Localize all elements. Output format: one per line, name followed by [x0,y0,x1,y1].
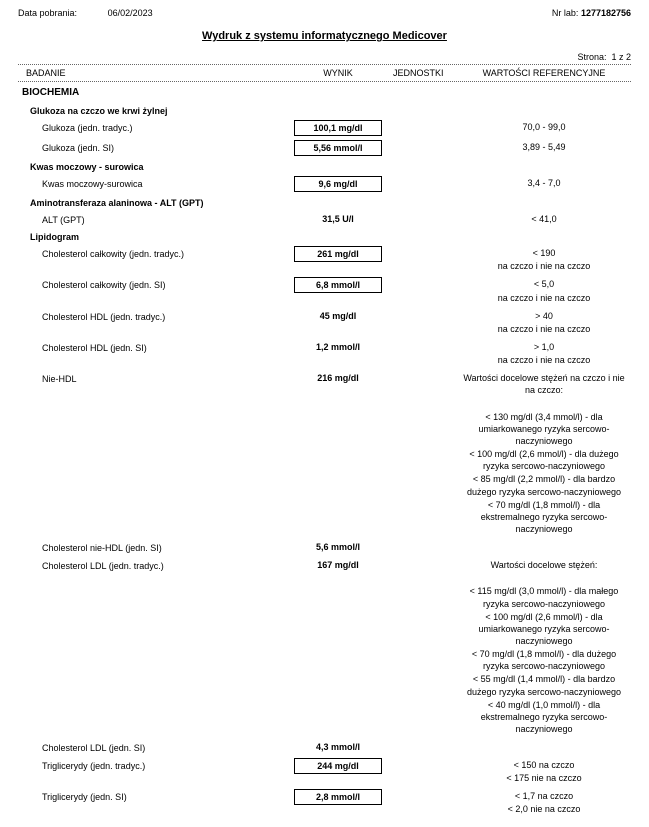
reference-range: 3,4 - 7,0 [463,176,631,190]
test-name: Cholesterol HDL (jedn. SI) [18,340,283,353]
test-name: Cholesterol LDL (jedn. SI) [18,740,283,753]
col-unit: JEDNOSTKI [393,68,463,78]
result-value: 167 mg/dl [294,558,382,572]
reference-range: > 1,0na czczo i nie na czczo [463,340,631,367]
test-result: 216 mg/dl [283,371,393,385]
test-result: 4,3 mmol/l [283,740,393,754]
reference-range: 3,89 - 5,49 [463,140,631,154]
result-value: 45 mg/dl [294,309,382,323]
test-name: Cholesterol całkowity (jedn. tradyc.) [18,246,283,259]
test-result: 5,56 mmol/l [283,140,393,156]
result-value: 216 mg/dl [294,371,382,385]
result-value: 4,3 mmol/l [294,740,382,754]
test-result: 261 mg/dl [283,246,393,262]
result-value: 5,56 mmol/l [294,140,382,156]
test-name: Triglicerydy (jedn. SI) [18,789,283,802]
test-name: Cholesterol nie-HDL (jedn. SI) [18,540,283,553]
group-title: Kwas moczowy - surowica [18,158,631,174]
test-name: Glukoza (jedn. SI) [18,140,283,153]
reference-range: < 150 na czczo< 175 nie na czczo [463,758,631,785]
test-result: 45 mg/dl [283,309,393,323]
reference-range: < 5,0na czczo i nie na czczo [463,277,631,304]
test-result: 2,8 mmol/l [283,789,393,805]
group-title: Glukoza na czczo we krwi żylnej [18,102,631,118]
result-row: Cholesterol całkowity (jedn. SI) 6,8 mmol… [18,275,631,306]
test-name: Cholesterol HDL (jedn. tradyc.) [18,309,283,322]
divider [18,64,631,65]
reference-range: < 41,0 [463,212,631,226]
col-ref: WARTOŚCI REFERENCYJNE [463,68,631,78]
result-row: Cholesterol LDL (jedn. SI) 4,3 mmol/l [18,738,631,756]
result-value: 31,5 U/l [294,212,382,226]
test-name: Triglicerydy (jedn. tradyc.) [18,758,283,771]
page-number: Strona: 1 z 2 [18,52,631,62]
column-headers: BADANIE WYNIK JEDNOSTKI WARTOŚCI REFEREN… [18,66,631,80]
reference-range: Wartości docelowe stężeń na czczo i nie … [463,371,631,536]
test-result: 9,6 mg/dl [283,176,393,192]
result-row: Glukoza (jedn. SI) 5,56 mmol/l 3,89 - 5,49 [18,138,631,158]
lab-value: 1277182756 [581,8,631,18]
test-name: Kwas moczowy-surowica [18,176,283,189]
test-result: 1,2 mmol/l [283,340,393,354]
section-title: BIOCHEMIA [18,83,631,102]
result-value: 100,1 mg/dl [294,120,382,136]
result-row: Cholesterol HDL (jedn. SI) 1,2 mmol/l > 1,… [18,338,631,369]
col-name: BADANIE [18,68,283,78]
reference-range: < 1,7 na czczo< 2,0 nie na czczo [463,789,631,816]
result-row: Cholesterol HDL (jedn. tradyc.) 45 mg/dl >… [18,307,631,338]
result-value: 6,8 mmol/l [294,277,382,293]
test-name: Cholesterol całkowity (jedn. SI) [18,277,283,290]
result-value: 261 mg/dl [294,246,382,262]
test-result: 31,5 U/l [283,212,393,226]
result-value: 9,6 mg/dl [294,176,382,192]
test-result: 100,1 mg/dl [283,120,393,136]
test-name: Nie-HDL [18,371,283,384]
results-body: Glukoza na czczo we krwi żylnejGlukoza (… [18,102,631,819]
result-row: Nie-HDL 216 mg/dl Wartości docelowe stężeń… [18,369,631,538]
test-name: Glukoza (jedn. tradyc.) [18,120,283,133]
result-value: 2,8 mmol/l [294,789,382,805]
result-row: Triglicerydy (jedn. SI) 2,8 mmol/l < 1,7 n… [18,787,631,818]
result-value: 244 mg/dl [294,758,382,774]
test-result: 6,8 mmol/l [283,277,393,293]
reference-range: 70,0 - 99,0 [463,120,631,134]
test-result: 244 mg/dl [283,758,393,774]
reference-range: > 40na czczo i nie na czczo [463,309,631,336]
lab-label: Nr lab: [552,8,579,18]
col-result: WYNIK [283,68,393,78]
result-row: Kwas moczowy-surowica 9,6 mg/dl 3,4 - 7,0 [18,174,631,194]
test-result: 167 mg/dl [283,558,393,572]
result-value: 5,6 mmol/l [294,540,382,554]
test-name: Cholesterol LDL (jedn. tradyc.) [18,558,283,571]
header: Data pobrania: 06/02/2023 Nr lab: 127718… [18,8,631,18]
result-value: 1,2 mmol/l [294,340,382,354]
divider [18,81,631,82]
test-name: ALT (GPT) [18,212,283,225]
date-label: Data pobrania: [18,8,77,18]
group-title: Lipidogram [18,228,631,244]
result-row: Cholesterol nie-HDL (jedn. SI) 5,6 mmol/l [18,538,631,556]
reference-range: Wartości docelowe stężeń: < 115 mg/dl (3… [463,558,631,736]
reference-range: < 190na czczo i nie na czczo [463,246,631,273]
result-row: Triglicerydy (jedn. tradyc.) 244 mg/dl < 1… [18,756,631,787]
date-value: 06/02/2023 [108,8,153,18]
test-result: 5,6 mmol/l [283,540,393,554]
result-row: Glukoza (jedn. tradyc.) 100,1 mg/dl 70,0 -… [18,118,631,138]
group-title: Aminotransferaza alaninowa - ALT (GPT) [18,194,631,210]
result-row: Cholesterol całkowity (jedn. tradyc.) 261… [18,244,631,275]
result-row: Cholesterol LDL (jedn. tradyc.) 167 mg/dl… [18,556,631,738]
result-row: ALT (GPT) 31,5 U/l < 41,0 [18,210,631,228]
page-title: Wydruk z systemu informatycznego Medicov… [18,30,631,42]
